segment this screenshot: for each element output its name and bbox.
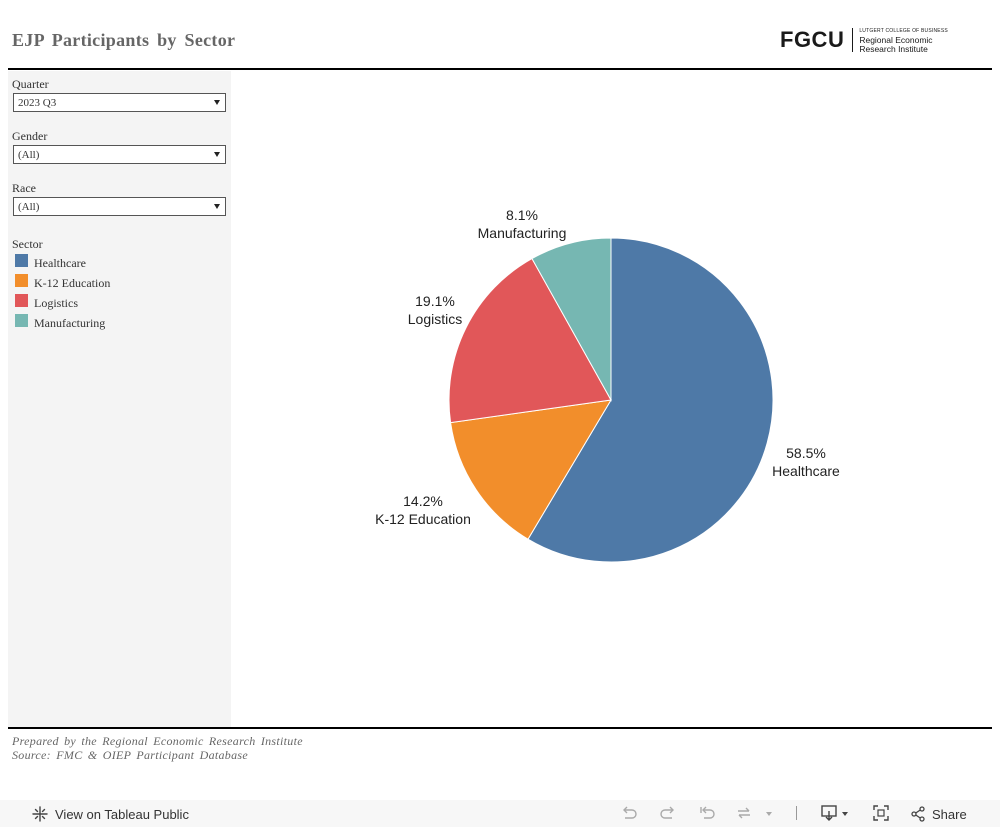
logo-text: LUTGERT COLLEGE OF BUSINESS Regional Eco… [859, 27, 948, 54]
gender-dropdown[interactable]: (All) [13, 145, 226, 164]
view-on-tableau-link[interactable]: View on Tableau Public [32, 806, 189, 822]
pie-chart: 58.5% Healthcare 14.2% K-12 Education 19.1% L… [375, 207, 840, 563]
refresh-menu-chevron-icon[interactable] [763, 804, 775, 822]
legend-label: Logistics [34, 295, 78, 310]
logo-divider [852, 28, 854, 52]
slice-percent-label: 14.2% [403, 493, 443, 509]
legend-item-logistics[interactable]: Logistics [15, 293, 78, 311]
toolbar-separator [796, 806, 797, 820]
share-button[interactable]: Share [910, 806, 967, 822]
legend-item-healthcare[interactable]: Healthcare [15, 253, 86, 271]
logo-mark: FGCU [780, 27, 845, 52]
slice-category-label: Manufacturing [478, 225, 567, 241]
legend-label: Healthcare [34, 255, 86, 270]
race-filter-label: Race [12, 181, 36, 195]
legend-swatch [15, 253, 28, 267]
legend-swatch [15, 313, 28, 327]
logo-line-2: Research Institute [859, 43, 928, 54]
undo-icon[interactable] [620, 804, 638, 822]
legend-swatch [15, 293, 28, 307]
revert-icon[interactable] [698, 804, 716, 822]
legend-label: Manufacturing [34, 315, 106, 330]
pie-slice-healthcare[interactable] [527, 237, 774, 563]
page-title: EJP Participants by Sector [12, 30, 236, 50]
legend-label: K-12 Education [34, 275, 111, 290]
pie-slice-manufacturing[interactable] [531, 237, 612, 402]
filter-sidebar: Quarter 2023 Q3 Gender (All) Race (All) … [8, 71, 231, 728]
footer-source: Source: FMC & OIEP Participant Database [12, 748, 249, 762]
slice-category-label: Healthcare [772, 463, 840, 479]
slice-category-label: Logistics [408, 311, 462, 327]
race-dropdown-value: (All) [18, 201, 40, 213]
refresh-icon[interactable] [735, 804, 753, 822]
slice-category-label: K-12 Education [375, 511, 471, 527]
slice-percent-label: 8.1% [506, 207, 538, 223]
logo-line-1: Regional Economic [859, 34, 933, 45]
tableau-icon [32, 806, 48, 822]
chevron-down-icon [214, 100, 220, 105]
legend-item-k12-education[interactable]: K-12 Education [15, 273, 111, 291]
footer-credit: Prepared by the Regional Economic Resear… [12, 734, 303, 748]
gender-filter-label: Gender [12, 129, 48, 143]
chevron-down-icon [214, 204, 220, 209]
slice-percent-label: 19.1% [415, 293, 455, 309]
share-label: Share [932, 806, 967, 822]
slice-percent-label: 58.5% [786, 445, 826, 461]
download-icon[interactable] [820, 804, 852, 822]
quarter-filter-label: Quarter [12, 77, 49, 91]
share-icon [911, 806, 925, 822]
footer-divider [8, 727, 992, 729]
redo-icon[interactable] [659, 804, 677, 822]
pie-slice-logistics[interactable] [448, 257, 612, 424]
legend-swatch [15, 273, 28, 287]
pie-slice-k-12-education[interactable] [450, 399, 612, 540]
quarter-dropdown[interactable]: 2023 Q3 [13, 93, 226, 112]
fgcu-logo: FGCU LUTGERT COLLEGE OF BUSINESS Regiona… [780, 27, 948, 53]
fullscreen-icon[interactable] [872, 804, 890, 822]
view-on-tableau-label: View on Tableau Public [55, 806, 189, 822]
chevron-down-icon [214, 152, 220, 157]
gender-dropdown-value: (All) [18, 149, 40, 161]
race-dropdown[interactable]: (All) [13, 197, 226, 216]
header-divider [8, 68, 992, 70]
tableau-toolbar: View on Tableau Public Share [0, 800, 1000, 827]
legend-title: Sector [12, 237, 43, 251]
legend-item-manufacturing[interactable]: Manufacturing [15, 313, 106, 331]
quarter-dropdown-value: 2023 Q3 [18, 97, 57, 109]
logo-college-line: LUTGERT COLLEGE OF BUSINESS [859, 27, 948, 34]
